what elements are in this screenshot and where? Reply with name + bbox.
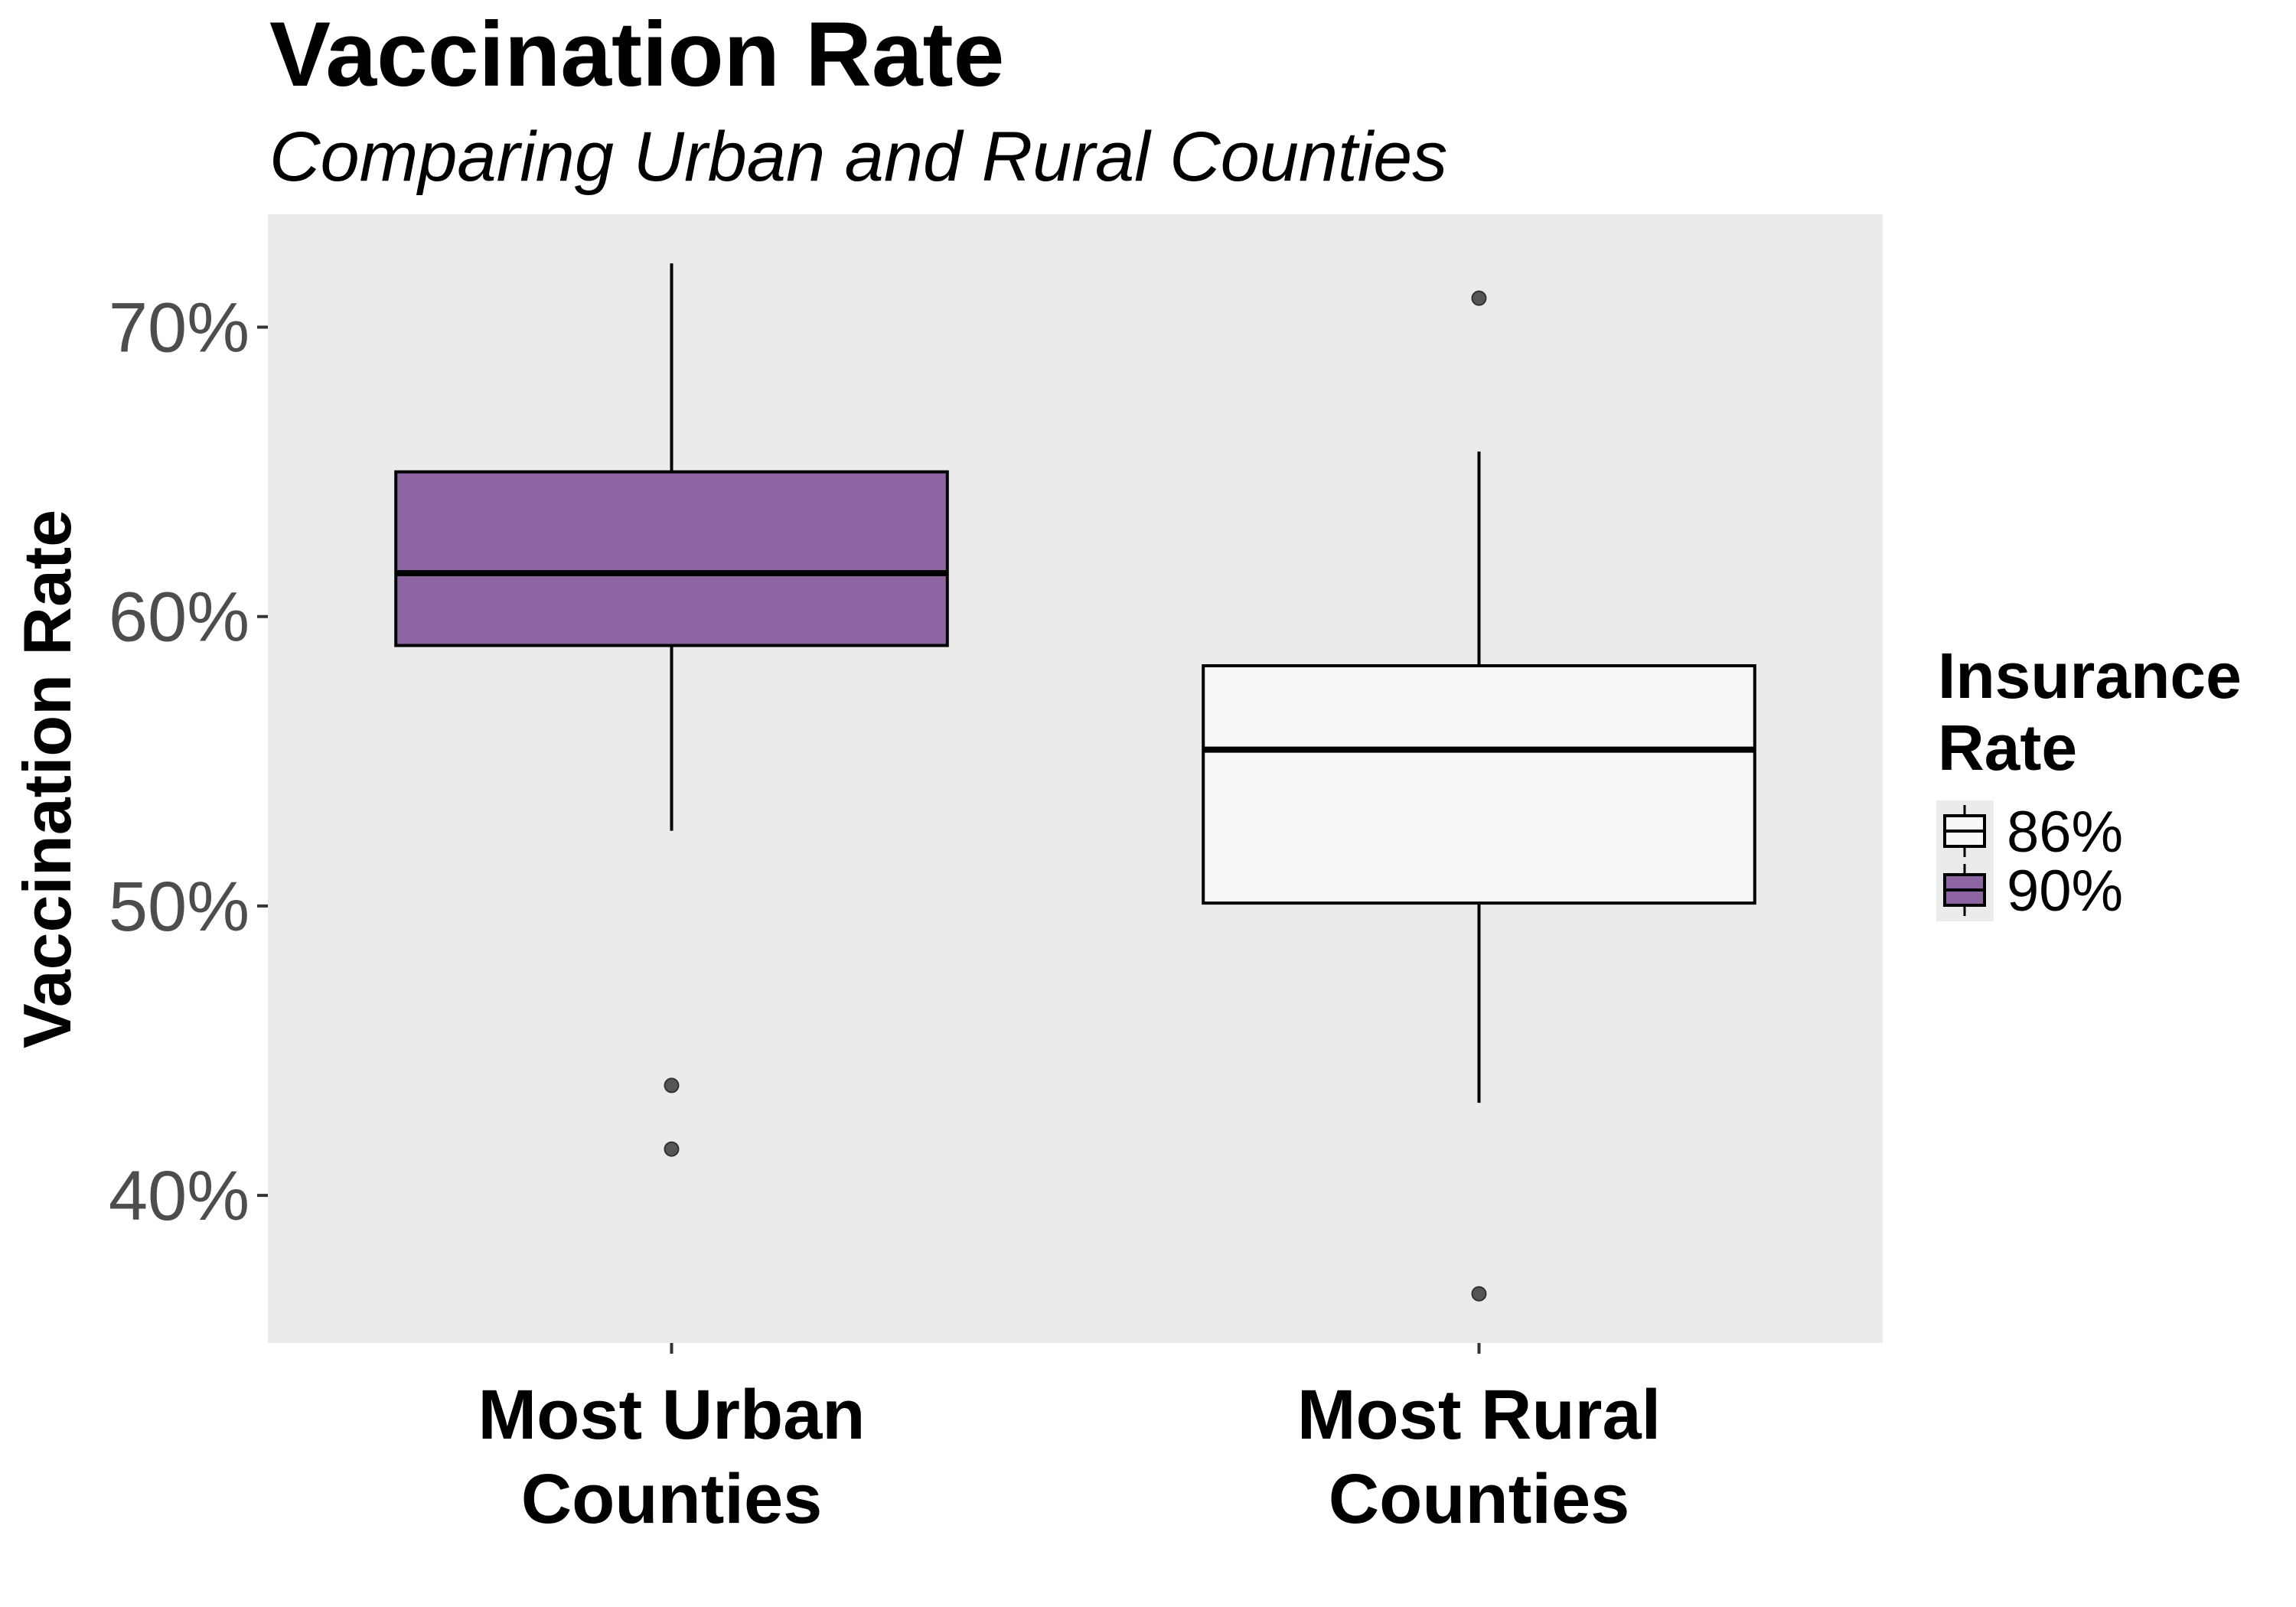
chart-subtitle: Comparing Urban and Rural Counties xyxy=(269,118,1447,196)
chart-title: Vaccination Rate xyxy=(269,3,1004,106)
legend-title: Insurance Rate xyxy=(1938,640,2242,784)
y-tick-label: 40% xyxy=(109,1157,249,1235)
outlier-point xyxy=(1471,290,1487,306)
legend-key xyxy=(1943,864,1986,916)
box-iqr xyxy=(1202,664,1756,905)
x-tick-label: Most Rural Counties xyxy=(1297,1376,1661,1538)
legend-label: 86% xyxy=(2007,800,2123,865)
box-group xyxy=(394,263,949,1157)
legend-key xyxy=(1943,805,1986,857)
y-tick-label: 60% xyxy=(109,579,249,657)
outlier-point xyxy=(664,1141,680,1157)
y-axis-label: Vaccination Rate xyxy=(9,510,85,1048)
y-tick-label: 50% xyxy=(109,868,249,946)
x-tick-label: Most Urban Counties xyxy=(478,1376,866,1538)
chart-marks: 40% 50% 60% 70% Most Urban Counties Most Rural… xyxy=(109,263,1756,1538)
box-iqr xyxy=(394,470,949,647)
outlier-point xyxy=(664,1077,680,1094)
box-group xyxy=(1202,290,1756,1302)
outlier-point xyxy=(1471,1286,1487,1302)
y-tick-label: 70% xyxy=(109,289,249,367)
legend: Insurance Rate 86%90% xyxy=(1936,640,2242,924)
legend-label: 90% xyxy=(2007,859,2123,924)
